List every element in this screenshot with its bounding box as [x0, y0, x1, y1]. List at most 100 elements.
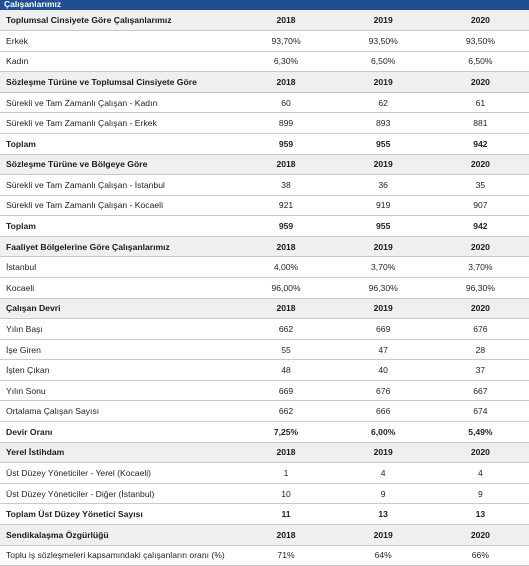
year-header-2019: 2019: [334, 442, 432, 464]
value-2019: 955: [334, 215, 432, 237]
year-header-2018: 2018: [237, 298, 335, 320]
row-label: Sürekli ve Tam Zamanlı Çalışan - Erkek: [0, 112, 238, 134]
value-2019: 893: [334, 112, 432, 134]
value-2020: 61: [431, 92, 529, 114]
row-label: Erkek: [0, 30, 238, 52]
section-title: Faaliyet Bölgelerine Göre Çalışanlarımız: [0, 236, 238, 258]
value-2020: 942: [431, 133, 529, 155]
table-row: Sürekli ve Tam Zamanlı Çalışan - Kadın 60…: [0, 92, 529, 114]
value-2019: 47: [334, 339, 432, 361]
value-2018: 60: [237, 92, 335, 114]
value-2019: 676: [334, 380, 432, 402]
year-header-2020: 2020: [431, 154, 529, 176]
row-label: İstanbul: [0, 256, 238, 279]
table-row: Sürekli ve Tam Zamanlı Çalışan - Kocaeli…: [0, 195, 529, 217]
value-2018: 959: [237, 133, 335, 155]
value-2019: 6,50%: [334, 51, 432, 73]
value-2019: 4: [334, 462, 432, 484]
value-2020: 5,49%: [431, 421, 529, 443]
value-2018: 4,00%: [237, 256, 335, 279]
value-2018: 96,00%: [237, 277, 335, 299]
year-header-2019: 2019: [334, 524, 432, 546]
employee-statistics-table: Toplumsal Cinsiyete Göre Çalışanlarımız 2…: [0, 10, 529, 566]
value-2018: 921: [237, 195, 335, 217]
section-header-row: Çalışan Devri 2018 2019 2020: [0, 298, 529, 320]
row-label: Kocaeli: [0, 277, 238, 299]
table-row: Ortalama Çalışan Sayısı 662 666 674: [0, 400, 529, 423]
row-label: Toplu iş sözleşmeleri kapsamındaki çalış…: [0, 545, 238, 566]
value-2020: 674: [431, 400, 529, 423]
table-row: Erkek 93,70% 93,50% 93,50%: [0, 30, 529, 52]
value-2019: 64%: [334, 545, 432, 566]
table-row: İşten Çıkan 48 40 37: [0, 359, 529, 381]
value-2018: 662: [237, 400, 335, 423]
table-row: Toplu iş sözleşmeleri kapsamındaki çalış…: [0, 545, 529, 566]
row-label: Yılın Başı: [0, 318, 238, 340]
year-header-2020: 2020: [431, 10, 529, 32]
value-2018: 1: [237, 462, 335, 484]
value-2020: 35: [431, 174, 529, 196]
value-2020: 6,50%: [431, 51, 529, 73]
value-2019: 955: [334, 133, 432, 155]
table-row: Kadın 6,30% 6,50% 6,50%: [0, 51, 529, 73]
section-header-row: Faaliyet Bölgelerine Göre Çalışanlarımız…: [0, 236, 529, 258]
year-header-2018: 2018: [237, 524, 335, 546]
row-label: İşe Giren: [0, 339, 238, 361]
section-header-row: Sendikalaşma Özgürlüğü 2018 2019 2020: [0, 524, 529, 546]
year-header-2020: 2020: [431, 71, 529, 93]
section-title: Çalışan Devri: [0, 298, 238, 320]
value-2019: 666: [334, 400, 432, 423]
row-label: Toplam: [0, 133, 238, 155]
value-2018: 7,25%: [237, 421, 335, 443]
year-header-2020: 2020: [431, 524, 529, 546]
value-2020: 9: [431, 483, 529, 505]
row-label: Sürekli ve Tam Zamanlı Çalışan - Kocaeli: [0, 195, 238, 217]
year-header-2018: 2018: [237, 71, 335, 93]
table-row: Üst Düzey Yöneticiler - Yerel (Kocaeli) 1…: [0, 462, 529, 484]
value-2020: 3,70%: [431, 256, 529, 279]
row-label: Ortalama Çalışan Sayısı: [0, 400, 238, 423]
table-row: Yılın Başı 662 669 676: [0, 318, 529, 340]
year-header-2019: 2019: [334, 71, 432, 93]
total-row: Toplam 959 955 942: [0, 133, 529, 155]
value-2019: 919: [334, 195, 432, 217]
section-title: Toplumsal Cinsiyete Göre Çalışanlarımız: [0, 10, 238, 32]
section-title: Yerel İstihdam: [0, 442, 238, 464]
value-2018: 662: [237, 318, 335, 340]
value-2020: 881: [431, 112, 529, 134]
value-2019: 62: [334, 92, 432, 114]
value-2020: 37: [431, 359, 529, 381]
value-2019: 6,00%: [334, 421, 432, 443]
value-2020: 93,50%: [431, 30, 529, 52]
row-label: Yılın Sonu: [0, 380, 238, 402]
year-header-2018: 2018: [237, 10, 335, 32]
value-2018: 38: [237, 174, 335, 196]
value-2019: 13: [334, 503, 432, 525]
year-header-2020: 2020: [431, 236, 529, 258]
value-2018: 959: [237, 215, 335, 237]
value-2019: 36: [334, 174, 432, 196]
value-2018: 6,30%: [237, 51, 335, 73]
table-row: Yılın Sonu 669 676 667: [0, 380, 529, 402]
section-title: Sendikalaşma Özgürlüğü: [0, 524, 238, 546]
value-2020: 907: [431, 195, 529, 217]
value-2019: 669: [334, 318, 432, 340]
section-header-row: Yerel İstihdam 2018 2019 2020: [0, 442, 529, 464]
section-header-row: Sözleşme Türüne ve Bölgeye Göre 2018 2019 2…: [0, 154, 529, 176]
row-label: İşten Çıkan: [0, 359, 238, 381]
value-2020: 96,30%: [431, 277, 529, 299]
section-title: Sözleşme Türüne ve Toplumsal Cinsiyete G…: [0, 71, 238, 93]
year-header-2019: 2019: [334, 154, 432, 176]
value-2019: 93,50%: [334, 30, 432, 52]
row-label: Devir Oranı: [0, 421, 238, 443]
year-header-2020: 2020: [431, 298, 529, 320]
section-header-row: Sözleşme Türüne ve Toplumsal Cinsiyete G…: [0, 71, 529, 93]
year-header-2019: 2019: [334, 10, 432, 32]
value-2020: 667: [431, 380, 529, 402]
table-row: İşe Giren 55 47 28: [0, 339, 529, 361]
table-row: İstanbul 4,00% 3,70% 3,70%: [0, 256, 529, 279]
value-2018: 71%: [237, 545, 335, 566]
table-row: Üst Düzey Yöneticiler - Diğer (İstanbul)…: [0, 483, 529, 505]
value-2020: 942: [431, 215, 529, 237]
row-label: Sürekli ve Tam Zamanlı Çalışan - İstanbu…: [0, 174, 238, 196]
